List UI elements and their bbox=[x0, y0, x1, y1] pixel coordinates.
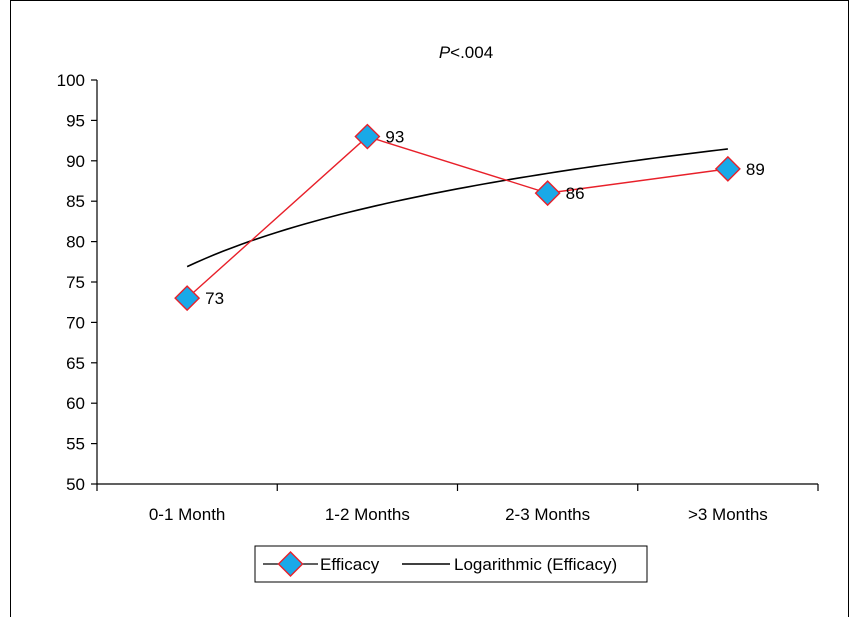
efficacy-point bbox=[534, 180, 561, 207]
y-tick-label: 80 bbox=[66, 233, 85, 252]
axes: 50 55 60 65 70 75 80 85 90 95 100 0-1 Month 1-2 Mont… bbox=[57, 71, 819, 524]
y-tick-label: 60 bbox=[66, 394, 85, 413]
efficacy-point bbox=[354, 123, 381, 150]
data-label: 93 bbox=[385, 128, 404, 147]
y-tick-label: 65 bbox=[66, 354, 85, 373]
y-tick-label: 50 bbox=[66, 475, 85, 494]
trendline bbox=[186, 148, 728, 268]
chart-frame bbox=[10, 0, 849, 617]
legend-trendline-label: Logarithmic (Efficacy) bbox=[454, 555, 617, 574]
x-tick-label: 0-1 Month bbox=[149, 505, 226, 524]
y-tick-label: 90 bbox=[66, 152, 85, 171]
y-tick-label: 85 bbox=[66, 192, 85, 211]
x-tick-label: 1-2 Months bbox=[325, 505, 410, 524]
legend-box bbox=[254, 545, 648, 583]
data-label: 73 bbox=[205, 289, 224, 308]
y-tick-label: 95 bbox=[66, 111, 85, 130]
legend-efficacy-label: Efficacy bbox=[320, 555, 380, 574]
efficacy-point bbox=[714, 155, 741, 182]
efficacy-line bbox=[186, 135, 728, 299]
chart-title: P<.004 bbox=[439, 43, 493, 62]
legend: Efficacy Logarithmic (Efficacy) bbox=[254, 545, 648, 583]
legend-efficacy-marker bbox=[277, 551, 304, 577]
series-efficacy: 73 93 86 89 bbox=[174, 123, 765, 312]
data-label: 86 bbox=[566, 184, 585, 203]
y-tick-label: 100 bbox=[57, 71, 85, 90]
efficacy-point bbox=[174, 285, 201, 312]
x-tick-label: 2-3 Months bbox=[505, 505, 590, 524]
trendline-path bbox=[186, 148, 728, 268]
data-label: 89 bbox=[746, 160, 765, 179]
x-tick-label: >3 Months bbox=[688, 505, 768, 524]
y-tick-label: 55 bbox=[66, 435, 85, 454]
y-tick-label: 70 bbox=[66, 313, 85, 332]
y-tick-label: 75 bbox=[66, 273, 85, 292]
